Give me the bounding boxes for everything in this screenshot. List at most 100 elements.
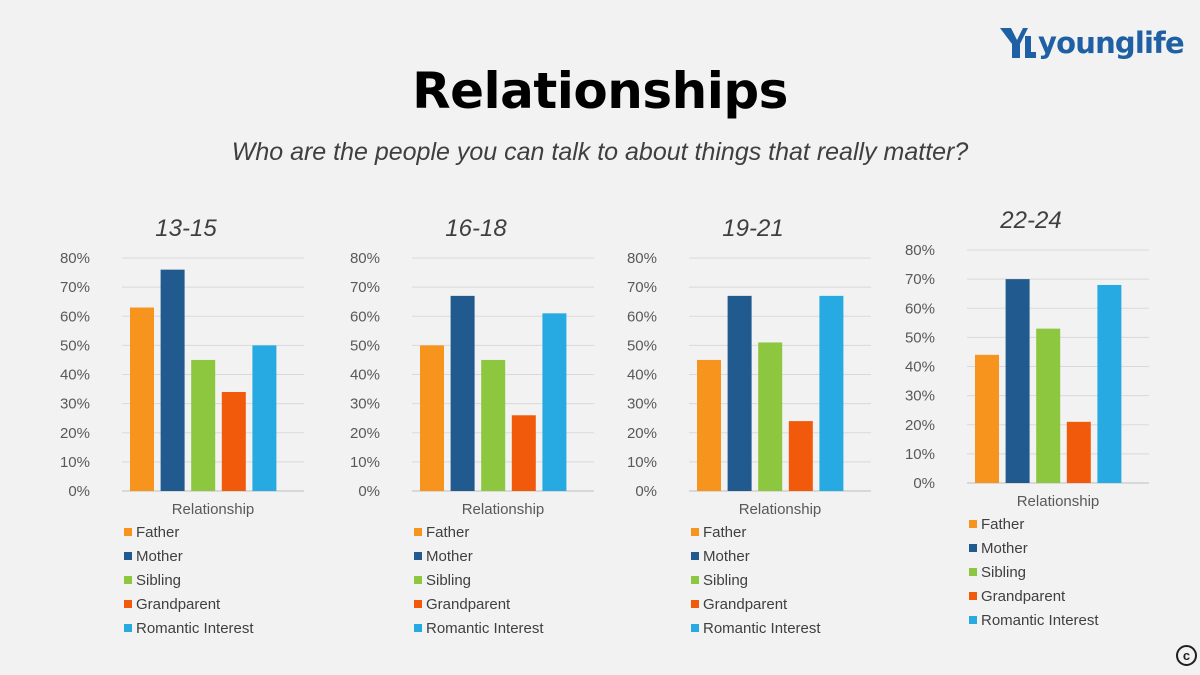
chart-19-21: 19-21 0% 10% 20% 30% 40% 50% 60% 70% 80% Relations… [627,215,871,637]
legend-entry: Mother [981,540,1028,557]
legend-swatch [124,576,132,584]
bar-grandparent [1066,421,1091,483]
y-tick-label: 30% [627,396,657,413]
y-tick-label: 50% [60,337,90,354]
legend-swatch [124,600,132,608]
y-tick-label: 50% [350,337,380,354]
x-axis-label: Relationship [739,501,822,518]
bar-sibling [1036,328,1061,483]
bar-romantic-interest [542,313,567,491]
bar-sibling [191,359,216,491]
bar-romantic-interest [819,295,844,491]
legend-entry: Romantic Interest [703,620,821,637]
y-tick-label: 20% [627,425,657,442]
bar-mother [450,295,475,491]
y-tick-label: 10% [627,454,657,471]
y-tick-label: 40% [60,367,90,384]
younglife-logo: younglife [998,22,1185,64]
legend-swatch [969,544,977,552]
y-tick-label: 70% [627,279,657,296]
y-tick-label: 10% [350,454,380,471]
y-tick-label: 50% [627,337,657,354]
bar-romantic-interest [252,345,277,491]
bar-mother [1005,279,1030,483]
legend-swatch [124,624,132,632]
legend-entry: Romantic Interest [136,620,254,637]
legend-entry: Mother [426,548,473,565]
y-tick-label: 40% [905,359,935,376]
chart-title: 13-15 [155,215,217,242]
bar-father [420,345,444,491]
bar-grandparent [221,391,246,491]
chart-title: 22-24 [999,207,1061,234]
bar-sibling [758,342,783,491]
y-tick-label: 70% [350,279,380,296]
x-axis-label: Relationship [1017,493,1100,510]
slide-title: Relationships [412,62,788,120]
legend-swatch [691,600,699,608]
legend-entry: Grandparent [703,596,788,613]
y-tick-label: 30% [905,388,935,405]
y-tick-label: 40% [350,367,380,384]
y-tick-label: 0% [358,483,380,500]
bar-grandparent [788,421,813,491]
legend-swatch [969,568,977,576]
y-tick-label: 60% [905,300,935,317]
legend-entry: Grandparent [426,596,511,613]
y-tick-label: 20% [905,417,935,434]
y-tick-label: 30% [60,396,90,413]
legend-swatch [969,616,977,624]
legend-entry: Romantic Interest [981,612,1099,629]
bar-father [697,359,721,491]
legend-swatch [124,552,132,560]
y-tick-label: 60% [60,308,90,325]
y-tick-label: 60% [350,308,380,325]
younglife-logo-mark-icon [1000,28,1036,58]
younglife-logo-text: younglife [1038,26,1185,60]
y-tick-label: 20% [60,425,90,442]
legend-entry: Sibling [426,572,471,589]
legend-swatch [691,624,699,632]
bar-mother [727,295,752,491]
copyright-icon: c [1176,645,1197,666]
legend-entry: Father [426,524,469,541]
bar-father [130,307,154,491]
y-tick-label: 0% [68,483,90,500]
y-tick-label: 40% [627,367,657,384]
legend-entry: Romantic Interest [426,620,544,637]
legend-swatch [414,576,422,584]
chart-title: 19-21 [722,215,783,242]
y-tick-label: 80% [60,250,90,267]
legend-entry: Sibling [136,572,181,589]
legend-entry: Sibling [981,564,1026,581]
legend-swatch [414,600,422,608]
bar-father [975,354,999,483]
y-tick-label: 10% [60,454,90,471]
legend-entry: Grandparent [136,596,221,613]
legend-swatch [691,576,699,584]
legend-entry: Father [703,524,746,541]
y-tick-label: 60% [627,308,657,325]
legend-swatch [414,552,422,560]
bar-mother [160,269,185,491]
y-tick-label: 80% [905,242,935,259]
y-tick-label: 70% [60,279,90,296]
legend-swatch [969,520,977,528]
y-tick-label: 20% [350,425,380,442]
y-tick-label: 80% [627,250,657,267]
legend-entry: Sibling [703,572,748,589]
legend-swatch [414,624,422,632]
legend-entry: Father [981,516,1024,533]
y-tick-label: 10% [905,446,935,463]
slide-subtitle: Who are the people you can talk to about… [231,138,969,166]
legend-entry: Grandparent [981,588,1066,605]
legend-swatch [414,528,422,536]
chart-13-15: 13-15 0% 10% 20% 30% 40% 50% 60% 70% 80% Relations… [60,215,304,637]
y-tick-label: 70% [905,271,935,288]
y-tick-label: 50% [905,329,935,346]
legend-entry: Father [136,524,179,541]
legend-swatch [124,528,132,536]
y-tick-label: 80% [350,250,380,267]
legend-entry: Mother [136,548,183,565]
legend-swatch [691,552,699,560]
